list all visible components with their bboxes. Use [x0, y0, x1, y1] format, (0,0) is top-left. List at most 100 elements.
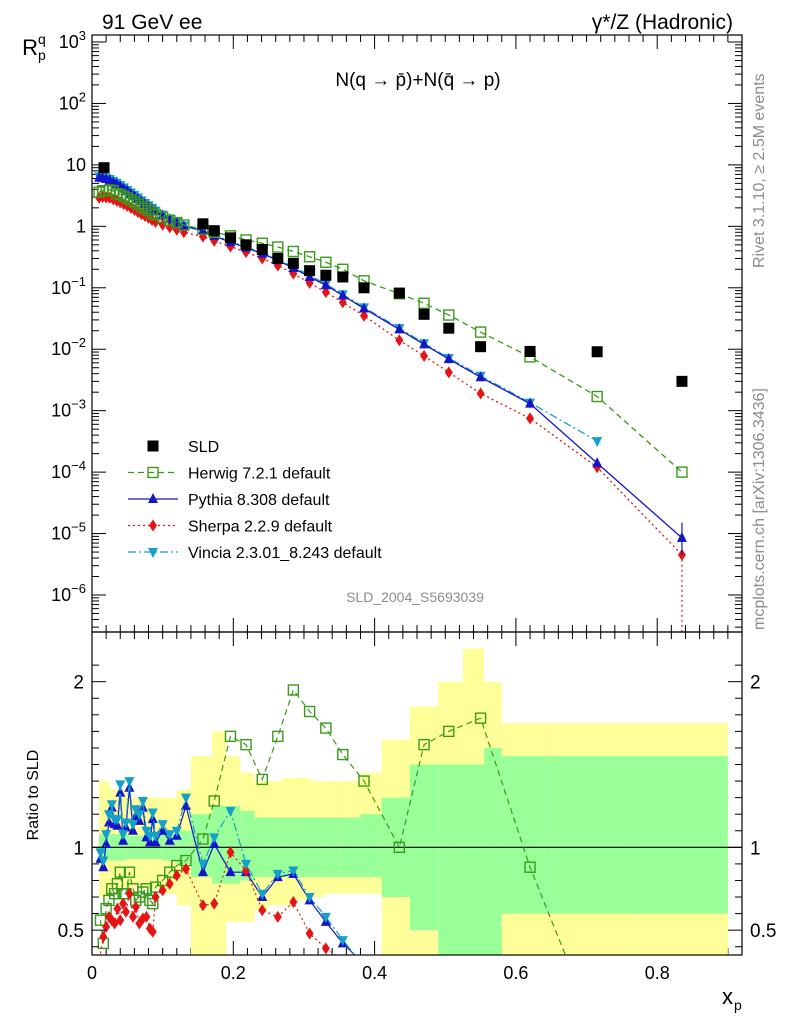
ratio-line: [99, 688, 566, 956]
data-point: [210, 897, 219, 910]
data-point: [256, 773, 268, 786]
data-point: [156, 211, 169, 224]
uncertainty-band-inner: [438, 764, 463, 955]
series-line: [98, 196, 683, 556]
data-point: [591, 346, 603, 358]
data-point: [240, 738, 252, 751]
header-left: 91 GeV ee: [102, 11, 202, 34]
y-tick-label: 10−4: [51, 458, 86, 482]
ratio-y-tick-label: 1: [750, 838, 761, 859]
data-point: [226, 846, 235, 859]
data-point: [258, 904, 267, 917]
data-point: [101, 838, 112, 849]
data-point: [524, 861, 536, 873]
ratio-y-tick-label: 2: [750, 673, 761, 694]
legend-label: Herwig 7.2.1 default: [188, 466, 331, 483]
data-point: [305, 927, 314, 940]
data-point: [119, 897, 128, 910]
y-axis-label-main: R: [22, 35, 38, 60]
uncertainty-band-inner: [501, 756, 552, 914]
data-point: [115, 786, 126, 797]
data-point: [475, 341, 487, 353]
data-point: [320, 269, 332, 281]
ratio-y-tick-label: 1: [73, 838, 84, 859]
y-tick-label: 10−5: [51, 520, 86, 544]
y-tick-label: 10−1: [51, 274, 86, 298]
data-point: [208, 795, 220, 807]
y-tick-label: 102: [59, 89, 86, 113]
data-point: [147, 466, 159, 479]
data-point: [165, 877, 174, 890]
data-point: [171, 826, 182, 837]
mcplots-label: mcplots.cern.ch [arXiv:1306.3436]: [751, 388, 768, 630]
uncertainty-band-inner: [212, 805, 227, 884]
x-tick-label: 0.6: [503, 963, 528, 983]
data-point: [178, 219, 190, 231]
data-point: [320, 912, 331, 923]
data-point: [273, 910, 282, 923]
data-point: [591, 390, 603, 403]
data-point: [98, 856, 109, 867]
data-point: [289, 895, 298, 908]
data-point: [256, 243, 268, 255]
data-point: [676, 466, 688, 478]
main-title: N(q → p̄)+N(q̄ → p): [335, 70, 500, 91]
data-point: [172, 869, 181, 882]
data-point: [474, 326, 487, 338]
rivet-label: Rivet 3.1.10, ≥ 2.5M events: [751, 73, 768, 268]
x-tick-label: 0: [87, 963, 97, 983]
data-point: [125, 194, 137, 206]
data-point: [137, 886, 149, 898]
data-point: [95, 848, 106, 859]
data-point: [443, 322, 455, 334]
data-point: [198, 899, 207, 912]
ratio-y-label: Ratio to SLD: [25, 750, 42, 841]
data-point: [128, 910, 137, 923]
data-point: [418, 297, 430, 309]
uncertainty-band-inner: [360, 814, 382, 878]
data-point: [149, 208, 162, 221]
data-point: [127, 820, 138, 831]
legend-label: Vincia 2.3.01_8.243 default: [188, 545, 382, 562]
data-point: [304, 893, 315, 904]
data-point: [337, 748, 349, 761]
x-axis-label: x: [722, 984, 733, 1009]
data-point: [94, 914, 107, 926]
data-point: [150, 831, 161, 842]
data-point: [360, 309, 369, 322]
data-point: [358, 775, 370, 787]
data-point: [106, 800, 117, 811]
data-point: [303, 705, 316, 718]
data-point: [526, 412, 535, 425]
data-point: [148, 493, 158, 503]
data-point: [140, 883, 153, 895]
data-point: [100, 902, 112, 915]
y-tick-label: 1: [76, 216, 86, 236]
data-point: [158, 884, 167, 897]
data-point: [272, 252, 284, 264]
data-point: [475, 371, 486, 382]
main-plot: N(q → p̄)+N(q̄ → p) SLD_2004_S5693039 R …: [22, 28, 743, 955]
data-point: [197, 218, 209, 230]
data-point: [395, 334, 404, 347]
data-point: [320, 279, 331, 290]
data-point: [592, 457, 603, 468]
data-point: [224, 232, 236, 244]
data-point: [358, 282, 370, 294]
y-tick-label: 10−3: [51, 397, 86, 421]
data-point: [103, 816, 114, 827]
data-point: [180, 799, 191, 810]
data-point: [148, 925, 157, 938]
data-point: [394, 323, 405, 334]
data-point: [208, 225, 220, 237]
x-tick-label: 0.2: [221, 963, 246, 983]
x-axis-label-sub: p: [734, 997, 742, 1013]
data-point: [320, 722, 332, 734]
y-tick-label: 10: [66, 155, 86, 175]
data-point: [444, 366, 453, 379]
data-point: [272, 241, 284, 253]
data-point: [418, 308, 430, 320]
data-point: [123, 866, 136, 878]
data-point: [103, 810, 114, 821]
data-point: [118, 830, 129, 841]
